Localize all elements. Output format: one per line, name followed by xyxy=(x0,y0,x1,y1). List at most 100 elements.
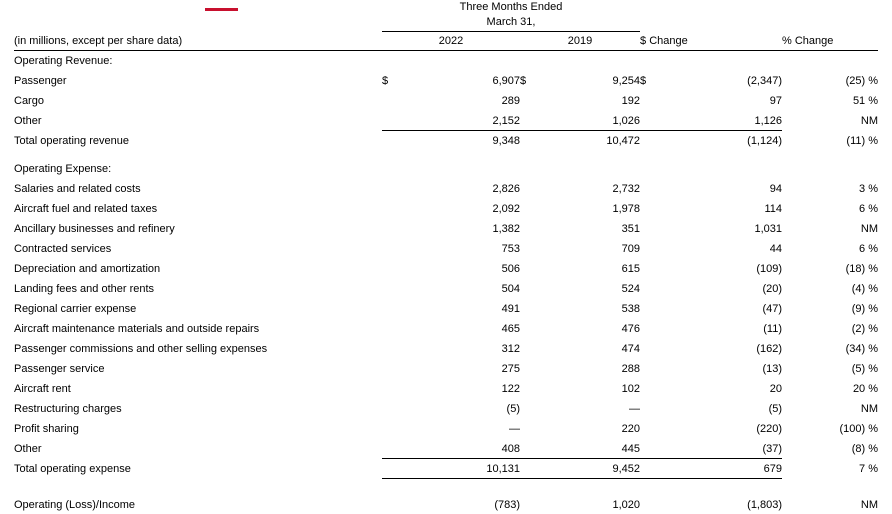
value-2019-cell: 192 xyxy=(621,95,641,107)
value-2019-cell: 1,978 xyxy=(612,203,641,215)
dollar-change-cell: (20) xyxy=(762,283,783,295)
table-row: Other 408 445 (37) (8) % xyxy=(14,438,878,458)
value-2022-cell: $6,907 xyxy=(382,75,520,87)
period-date-row: March 31, xyxy=(14,14,878,32)
value-2022-cell: 408 xyxy=(501,442,520,455)
column-header-dollar-change: $ Change xyxy=(640,31,783,51)
percent-change-cell: NM xyxy=(860,403,879,415)
value-2019-cell: 524 xyxy=(621,283,641,295)
percent-change-cell: 7 % xyxy=(859,463,879,475)
row-label: Aircraft rent xyxy=(14,383,71,395)
currency-symbol: $ xyxy=(640,75,647,87)
dollar-change-cell: (47) xyxy=(762,303,783,315)
percent-change-cell: (11) % xyxy=(846,135,879,147)
row-label: Operating Revenue: xyxy=(14,55,113,67)
table-row: Other 2,152 1,026 1,126 NM xyxy=(14,110,878,130)
row-label: Total operating revenue xyxy=(14,135,129,147)
value-2022-cell: 10,131 xyxy=(382,457,520,479)
value-2022-cell: 465 xyxy=(501,323,520,335)
dollar-change-cell: 44 xyxy=(769,243,783,255)
row-label: Aircraft fuel and related taxes xyxy=(14,203,158,215)
percent-change-cell: 6 % xyxy=(859,243,879,255)
value-2022-cell: 504 xyxy=(501,283,520,295)
value-2022-cell: 491 xyxy=(501,303,520,315)
row-label: Passenger xyxy=(14,75,67,87)
period-header-line1: Three Months Ended xyxy=(459,1,563,13)
value-2022-cell: — xyxy=(509,423,520,435)
row-label: Cargo xyxy=(14,95,44,107)
value-2019-cell: 1,020 xyxy=(612,499,641,511)
value-2019-cell: 351 xyxy=(621,223,641,235)
value-2022-cell: 122 xyxy=(501,383,520,395)
value-2019-cell: 476 xyxy=(621,323,641,335)
period-header-line2: March 31, xyxy=(382,14,641,32)
dollar-change-cell: 679 xyxy=(640,457,783,479)
table-row: Aircraft maintenance materials and outsi… xyxy=(14,318,878,338)
financial-statement-table: Three Months Ended March 31, (in million… xyxy=(14,0,879,514)
value-2022-cell: 1,382 xyxy=(492,223,520,235)
value-2019-cell: 709 xyxy=(621,243,641,255)
dollar-change-cell: (5) xyxy=(768,403,783,415)
row-label: Operating Expense: xyxy=(14,163,112,175)
value-2022-cell: 753 xyxy=(501,243,520,255)
row-label: Contracted services xyxy=(14,243,112,255)
row-label: Other xyxy=(14,443,42,455)
value-2019-cell xyxy=(520,158,640,178)
value-2019-cell: 2,732 xyxy=(612,183,641,195)
section-header-row: Operating Expense: xyxy=(14,158,878,178)
percent-change-cell: (9) % xyxy=(851,303,879,315)
table-row: Landing fees and other rents 504 524 (20) (4… xyxy=(14,278,878,298)
table-row: Passenger $6,907 $9,254 $ (2,347) (25) % xyxy=(14,70,878,90)
dollar-change-cell: 20 xyxy=(769,383,783,395)
table-row: Ancillary businesses and refinery 1,382 35… xyxy=(14,218,878,238)
value-2022-cell: 2,826 xyxy=(492,183,520,195)
percent-change-cell: 20 % xyxy=(852,383,879,395)
percent-change-cell xyxy=(782,158,878,178)
table-row: Total operating revenue 9,348 10,472 (1,124… xyxy=(14,129,879,150)
dollar-change-cell: (37) xyxy=(762,442,783,455)
table-row: Salaries and related costs 2,826 2,732 94 3 … xyxy=(14,178,878,198)
dollar-change-cell: (1,124) xyxy=(640,129,783,150)
table-row: Profit sharing — 220 (220) (100) % xyxy=(14,418,878,438)
table-row: Total operating expense 10,131 9,452 679 7 % xyxy=(14,457,879,479)
percent-change-cell: 51 % xyxy=(852,95,879,107)
spacer-row xyxy=(14,150,878,158)
table-row: Passenger commissions and other selling … xyxy=(14,338,878,358)
table-body: Operating Revenue: Passenger $6,907 $9,254 $… xyxy=(14,50,878,514)
dollar-change-cell: 97 xyxy=(769,95,783,107)
column-header-2022: 2022 xyxy=(382,31,520,51)
value-2019-cell xyxy=(520,50,640,70)
row-label: Passenger service xyxy=(14,363,105,375)
column-header-row: (in millions, except per share data) 202… xyxy=(14,31,879,51)
dollar-change-cell: 114 xyxy=(764,203,783,215)
percent-change-cell: (100) % xyxy=(839,423,879,435)
row-label: Total operating expense xyxy=(14,463,131,475)
dollar-change-cell xyxy=(640,158,782,178)
value-2019-cell: 615 xyxy=(621,263,641,275)
value-2019-cell: 102 xyxy=(621,383,641,395)
dollar-change-cell: (109) xyxy=(756,263,783,275)
value-2019-cell: 10,472 xyxy=(520,129,641,150)
percent-change-cell: NM xyxy=(860,115,879,127)
percent-change-cell: (25) % xyxy=(845,75,879,87)
percent-change-cell: (18) % xyxy=(845,263,879,275)
row-label: Restructuring charges xyxy=(14,403,122,415)
table-row: Aircraft fuel and related taxes 2,092 1,97… xyxy=(14,198,878,218)
value-2019-cell: 445 xyxy=(621,442,641,455)
row-label: Ancillary businesses and refinery xyxy=(14,223,175,235)
value-2019-cell: 9,452 xyxy=(520,457,641,479)
value-2022-cell: 312 xyxy=(501,343,520,355)
table-row: Contracted services 753 709 44 6 % xyxy=(14,238,878,258)
row-label: Profit sharing xyxy=(14,423,79,435)
dollar-change-cell: 94 xyxy=(769,183,783,195)
row-label: Depreciation and amortization xyxy=(14,263,161,275)
percent-change-cell: NM xyxy=(860,223,879,235)
currency-symbol: $ xyxy=(382,75,389,87)
percent-change-cell: (8) % xyxy=(851,443,879,455)
value-2022-cell: 2,092 xyxy=(492,203,520,215)
column-header-2019: 2019 xyxy=(520,31,641,51)
value-2022-cell: 2,152 xyxy=(492,114,520,127)
table-row: Restructuring charges (5) — (5) NM xyxy=(14,398,878,418)
table-row: Passenger service 275 288 (13) (5) % xyxy=(14,358,878,378)
value-2019-cell: 1,026 xyxy=(612,114,641,127)
